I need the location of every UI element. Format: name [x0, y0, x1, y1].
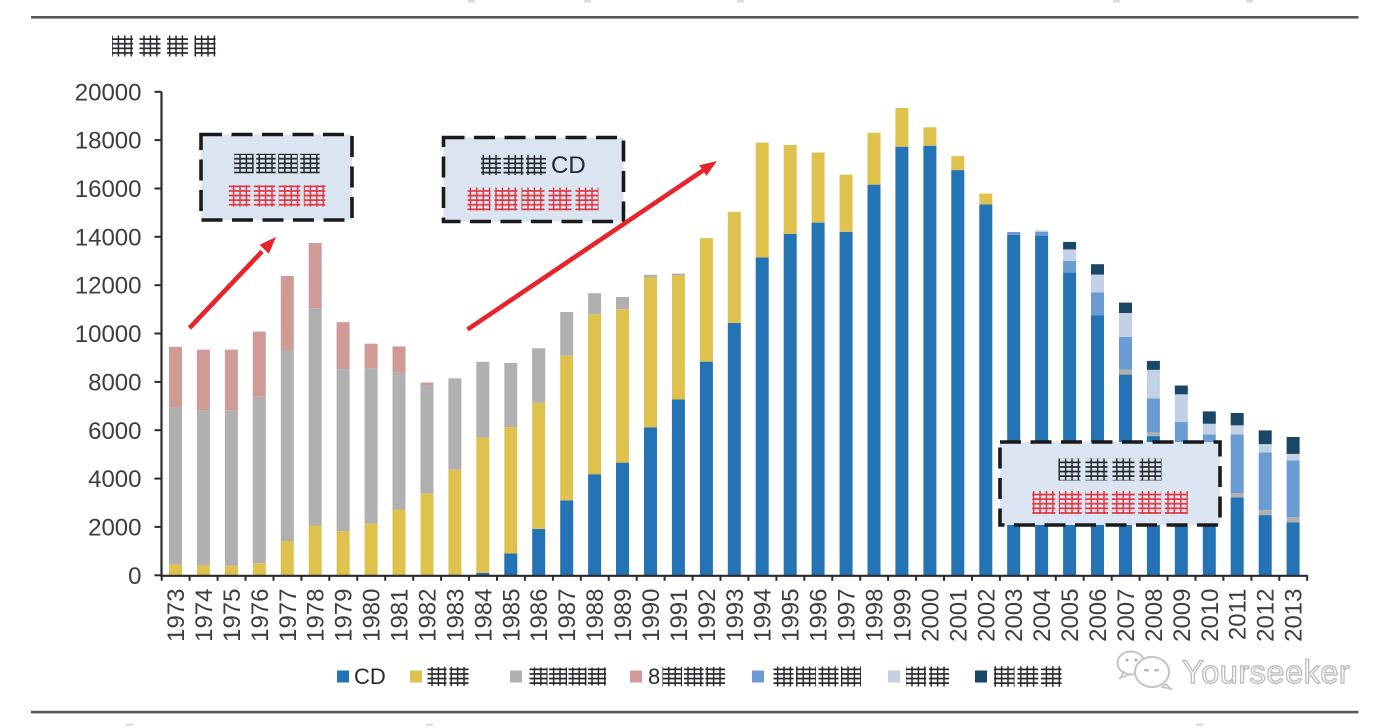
- svg-text:1983: 1983: [442, 589, 469, 642]
- svg-text:1996: 1996: [806, 589, 833, 642]
- svg-text:2000: 2000: [917, 589, 944, 642]
- svg-text:1973: 1973: [163, 589, 190, 642]
- svg-text:10000: 10000: [75, 321, 142, 348]
- svg-text:8000: 8000: [88, 369, 141, 396]
- svg-text:2011: 2011: [1225, 589, 1252, 641]
- svg-text:1993: 1993: [722, 589, 749, 642]
- svg-text:1991: 1991: [666, 589, 693, 642]
- svg-text:18000: 18000: [75, 128, 142, 155]
- svg-text:1987: 1987: [554, 589, 581, 642]
- svg-text:2008: 2008: [1141, 589, 1168, 642]
- svg-text:Yourseeker: Yourseeker: [1182, 654, 1350, 690]
- svg-text:2013: 2013: [1281, 589, 1308, 642]
- svg-text:16000: 16000: [75, 176, 142, 203]
- svg-text:1988: 1988: [582, 589, 609, 642]
- svg-text:2003: 2003: [1001, 588, 1028, 641]
- svg-text:1984: 1984: [470, 589, 497, 642]
- svg-text:0: 0: [128, 563, 141, 590]
- svg-text:1979: 1979: [331, 589, 358, 642]
- svg-text:1999: 1999: [889, 589, 916, 642]
- svg-text:4000: 4000: [88, 466, 141, 493]
- svg-text:12000: 12000: [75, 273, 142, 300]
- svg-text:2000: 2000: [88, 514, 141, 541]
- svg-text:2010: 2010: [1197, 589, 1224, 642]
- svg-text:CD: CD: [354, 664, 386, 689]
- svg-text:1992: 1992: [694, 589, 721, 642]
- svg-text:1975: 1975: [219, 589, 246, 642]
- svg-text:1990: 1990: [638, 589, 665, 642]
- svg-text:2001: 2001: [945, 589, 972, 642]
- svg-text:CD: CD: [551, 152, 586, 179]
- svg-text:14000: 14000: [75, 224, 142, 251]
- svg-text:20000: 20000: [75, 79, 142, 106]
- svg-text:1989: 1989: [610, 589, 637, 642]
- svg-text:1985: 1985: [498, 589, 525, 642]
- svg-text:1974: 1974: [191, 589, 218, 642]
- svg-text:2004: 2004: [1029, 589, 1056, 642]
- svg-text:1995: 1995: [778, 589, 805, 642]
- svg-text:1976: 1976: [247, 589, 274, 642]
- svg-text:6000: 6000: [88, 418, 141, 445]
- svg-text:8: 8: [648, 664, 660, 689]
- svg-text:2006: 2006: [1085, 589, 1112, 642]
- svg-text:1981: 1981: [387, 589, 414, 642]
- svg-text:2009: 2009: [1169, 589, 1196, 642]
- svg-text:2005: 2005: [1057, 589, 1084, 642]
- svg-text:1994: 1994: [750, 589, 777, 642]
- svg-text:1982: 1982: [415, 589, 442, 642]
- svg-text:1978: 1978: [303, 589, 330, 642]
- svg-text:1980: 1980: [359, 589, 386, 642]
- svg-text:1997: 1997: [834, 589, 861, 642]
- svg-text:1998: 1998: [862, 589, 889, 642]
- svg-text:1986: 1986: [526, 589, 553, 642]
- svg-text:1977: 1977: [275, 589, 302, 642]
- svg-text:2012: 2012: [1253, 589, 1280, 642]
- svg-text:2002: 2002: [973, 589, 1000, 642]
- svg-text:2007: 2007: [1113, 589, 1140, 642]
